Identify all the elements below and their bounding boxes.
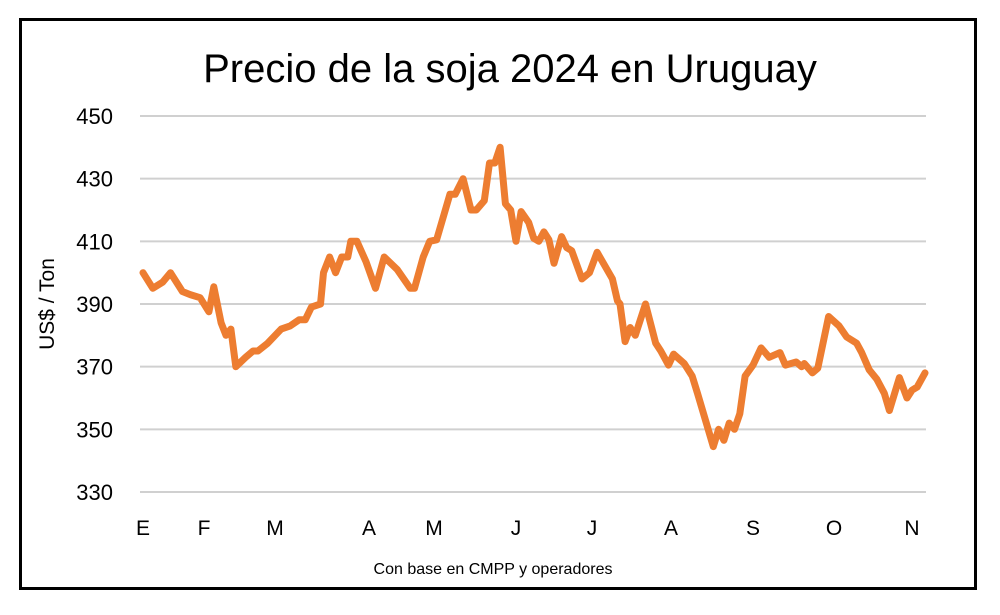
y-tick-label: 350 — [76, 417, 113, 442]
footnote: Con base en CMPP y operadores — [374, 561, 613, 578]
x-tick-label: A — [362, 517, 376, 540]
y-tick-label: 370 — [76, 355, 113, 380]
y-axis-label: US$ / Ton — [36, 258, 59, 350]
x-tick-label: J — [511, 517, 522, 540]
x-tick-label: O — [826, 517, 842, 540]
chart-frame — [19, 18, 977, 590]
y-tick-label: 410 — [76, 229, 113, 254]
x-tick-label: E — [136, 517, 150, 540]
chart-title: Precio de la soja 2024 en Uruguay — [203, 47, 817, 91]
y-tick-label: 330 — [76, 480, 113, 505]
x-tick-label: A — [664, 517, 678, 540]
y-tick-label: 390 — [76, 292, 113, 317]
y-tick-label: 430 — [76, 167, 113, 192]
series-line — [139, 143, 929, 451]
x-tick-label: S — [746, 517, 760, 540]
x-tick-label: M — [425, 517, 443, 540]
x-tick-label: F — [198, 517, 211, 540]
x-tick-label: J — [587, 517, 598, 540]
x-tick-label: M — [266, 517, 284, 540]
x-tick-label: N — [904, 517, 919, 540]
y-tick-label: 450 — [76, 104, 113, 129]
